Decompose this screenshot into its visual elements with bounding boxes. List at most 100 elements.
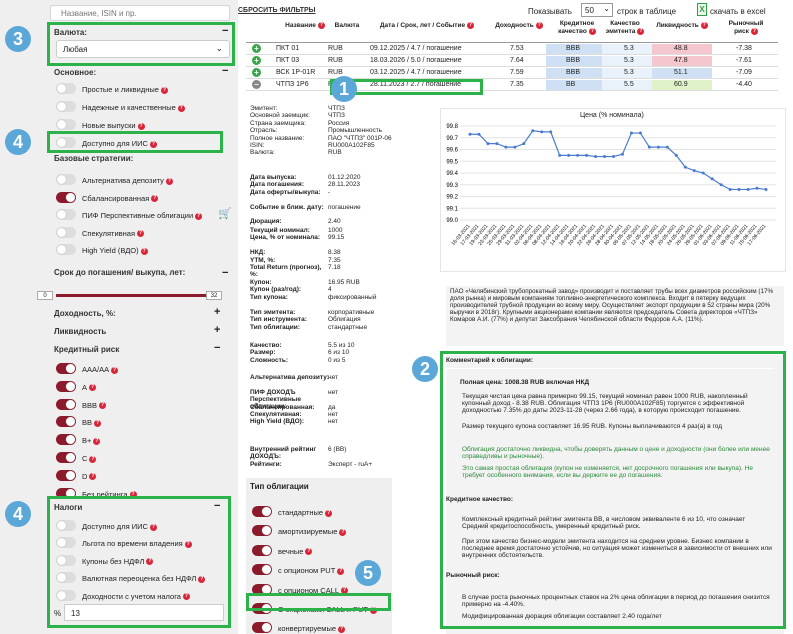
price-point[interactable] — [612, 155, 616, 159]
maturity-max[interactable]: 32 — [206, 291, 222, 300]
toggle-switch[interactable] — [56, 191, 76, 203]
price-point[interactable] — [701, 171, 705, 175]
price-point[interactable] — [594, 155, 598, 159]
price-point[interactable] — [647, 145, 651, 149]
price-point[interactable] — [486, 142, 490, 146]
price-point[interactable] — [558, 153, 562, 157]
help-icon[interactable]: ? — [184, 540, 192, 548]
col-liquidity[interactable]: Ликвидность? — [656, 22, 708, 30]
price-point[interactable] — [576, 153, 580, 157]
price-point[interactable] — [656, 145, 660, 149]
price-point[interactable] — [638, 131, 642, 135]
row-expand-icon[interactable]: + — [252, 56, 261, 65]
help-icon[interactable]: ? — [149, 140, 157, 148]
help-icon[interactable]: ? — [94, 419, 102, 427]
table-row[interactable]: + ПКТ 03 RUB 18.03.2026 / 5.0 / погашение 7.… — [246, 56, 778, 67]
help-icon[interactable]: ? — [89, 473, 97, 481]
help-icon[interactable]: ? — [341, 587, 349, 595]
toggle-switch[interactable] — [56, 101, 76, 112]
price-point[interactable] — [755, 186, 759, 190]
liquidity-expand-icon[interactable]: + — [214, 324, 221, 336]
toggle-switch[interactable] — [252, 564, 272, 576]
help-icon[interactable]: ? — [165, 177, 173, 185]
col-date[interactable]: Дата / Срок, лет / Событие? — [379, 22, 475, 30]
price-point[interactable] — [764, 187, 768, 191]
help-icon[interactable]: ? — [89, 455, 97, 463]
price-point[interactable] — [603, 155, 607, 159]
price-point[interactable] — [531, 129, 535, 133]
help-icon[interactable]: ? — [149, 523, 157, 531]
help-icon[interactable]: ? — [151, 195, 159, 203]
currency-collapse-icon[interactable]: − — [222, 25, 229, 37]
price-point[interactable] — [629, 131, 633, 135]
help-icon[interactable]: ? — [111, 366, 119, 374]
toggle-switch[interactable] — [56, 83, 76, 94]
help-icon[interactable]: ? — [89, 384, 97, 392]
price-point[interactable] — [477, 132, 481, 136]
excel-icon[interactable]: X — [697, 3, 707, 16]
help-icon[interactable]: ? — [129, 491, 137, 499]
table-row[interactable]: + ВСК 1Р-01R RUB 03.12.2025 / 4.7 / погашен… — [246, 68, 778, 79]
row-expand-icon[interactable]: − — [252, 80, 261, 89]
help-icon[interactable]: ? — [177, 104, 185, 112]
col-credit-quality[interactable]: Кредитное качество? — [558, 20, 596, 36]
toggle-switch[interactable] — [56, 572, 76, 584]
price-point[interactable] — [495, 142, 499, 146]
toggle-switch[interactable] — [56, 119, 76, 130]
maturity-collapse-icon[interactable]: − — [222, 267, 229, 279]
toggle-switch[interactable] — [56, 469, 76, 481]
price-point[interactable] — [710, 177, 714, 181]
help-icon[interactable]: ? — [160, 86, 168, 94]
toggle-switch[interactable] — [252, 622, 272, 634]
table-row[interactable]: −ЧТПЗ 1Р6RUB28.11.2023 / 2.7 / погашение… — [246, 80, 778, 91]
col-currency[interactable]: Валюта — [334, 22, 360, 29]
help-icon[interactable]: ? — [325, 509, 333, 517]
toggle-switch[interactable] — [56, 226, 76, 238]
price-point[interactable] — [540, 130, 544, 134]
toggle-switch[interactable] — [56, 244, 76, 256]
price-point[interactable] — [522, 142, 526, 146]
toggle-switch[interactable] — [252, 525, 272, 537]
help-icon[interactable]: ? — [146, 558, 154, 566]
help-icon[interactable]: ? — [305, 548, 313, 556]
credit-collapse-icon[interactable]: − — [214, 342, 221, 354]
toggle-switch[interactable] — [56, 537, 76, 549]
tax-rate-input[interactable]: 13 — [64, 604, 224, 621]
maturity-slider-track[interactable] — [56, 294, 206, 297]
price-point[interactable] — [504, 145, 508, 149]
basic-collapse-icon[interactable]: − — [222, 65, 229, 77]
toggle-switch[interactable] — [56, 398, 76, 410]
toggle-switch[interactable] — [252, 583, 272, 595]
price-point[interactable] — [692, 169, 696, 173]
help-icon[interactable]: ? — [182, 593, 190, 601]
toggle-switch[interactable] — [252, 506, 272, 517]
help-icon[interactable]: ? — [195, 212, 203, 220]
reset-filters-link[interactable]: СБРОСИТЬ ФИЛЬТРЫ — [238, 7, 316, 14]
toggle-switch[interactable] — [56, 589, 76, 601]
taxes-collapse-icon[interactable]: − — [214, 500, 221, 512]
search-input[interactable] — [50, 5, 230, 21]
price-point[interactable] — [585, 153, 589, 157]
price-point[interactable] — [737, 187, 741, 191]
price-point[interactable] — [567, 153, 571, 157]
price-point[interactable] — [549, 130, 553, 134]
excel-link[interactable]: скачать в excel — [710, 7, 766, 16]
toggle-switch[interactable] — [56, 416, 76, 428]
price-point[interactable] — [468, 132, 472, 136]
toggle-switch[interactable] — [56, 554, 76, 566]
toggle-switch[interactable] — [56, 137, 76, 148]
toggle-switch[interactable] — [252, 544, 272, 556]
col-issuer-quality[interactable]: Качество эмитента? — [605, 20, 645, 36]
help-icon[interactable]: ? — [137, 230, 145, 238]
row-expand-icon[interactable]: + — [252, 68, 261, 77]
price-point[interactable] — [674, 153, 678, 157]
col-yield[interactable]: Доходность? — [495, 22, 543, 30]
toggle-switch[interactable] — [56, 363, 76, 374]
price-point[interactable] — [746, 187, 750, 191]
price-point[interactable] — [719, 183, 723, 187]
price-point[interactable] — [728, 187, 732, 191]
help-icon[interactable]: ? — [198, 575, 206, 583]
help-icon[interactable]: ? — [337, 567, 345, 575]
table-row[interactable]: + ПКТ 01 RUB 09.12.2025 / 4.7 / погашение 7.… — [246, 44, 778, 55]
help-icon[interactable]: ? — [140, 247, 148, 255]
